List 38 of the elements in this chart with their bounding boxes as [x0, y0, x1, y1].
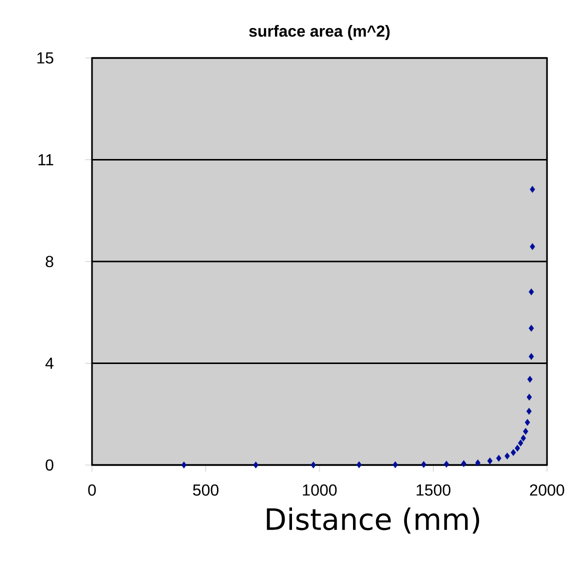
point — [356, 461, 362, 468]
point — [253, 462, 258, 468]
x-axis-title: Distance (mm) — [266, 508, 480, 534]
point — [496, 454, 502, 462]
point — [510, 449, 516, 456]
point — [461, 460, 466, 467]
y-tick-label: 11 — [38, 154, 54, 166]
y-tick-label: 8 — [46, 256, 54, 268]
point — [528, 324, 534, 332]
point — [421, 461, 426, 468]
chart-title: surface area (m^2) — [249, 25, 390, 40]
point — [310, 462, 316, 468]
point — [475, 459, 480, 466]
x-tick-label: 2000 — [530, 484, 564, 496]
point — [526, 394, 532, 400]
point — [504, 452, 510, 460]
point — [524, 419, 530, 426]
x-tick-label: 1500 — [416, 484, 450, 496]
point — [530, 243, 536, 250]
y-tick-label: 15 — [37, 52, 54, 64]
point — [487, 458, 492, 464]
point — [527, 376, 533, 383]
point — [518, 440, 524, 446]
point — [523, 428, 528, 435]
x-tick-label: 0 — [88, 484, 96, 496]
y-tick-label: 4 — [45, 358, 54, 369]
y-tick-label: 0 — [46, 459, 54, 471]
point — [528, 288, 534, 296]
point — [181, 462, 186, 468]
point — [392, 461, 398, 468]
point — [444, 460, 450, 468]
point — [528, 353, 534, 360]
point — [526, 408, 532, 415]
x-tick-label: 500 — [193, 484, 218, 496]
point — [514, 444, 520, 452]
point — [530, 186, 536, 193]
x-tick-label: 1000 — [302, 484, 337, 496]
point — [520, 434, 526, 442]
